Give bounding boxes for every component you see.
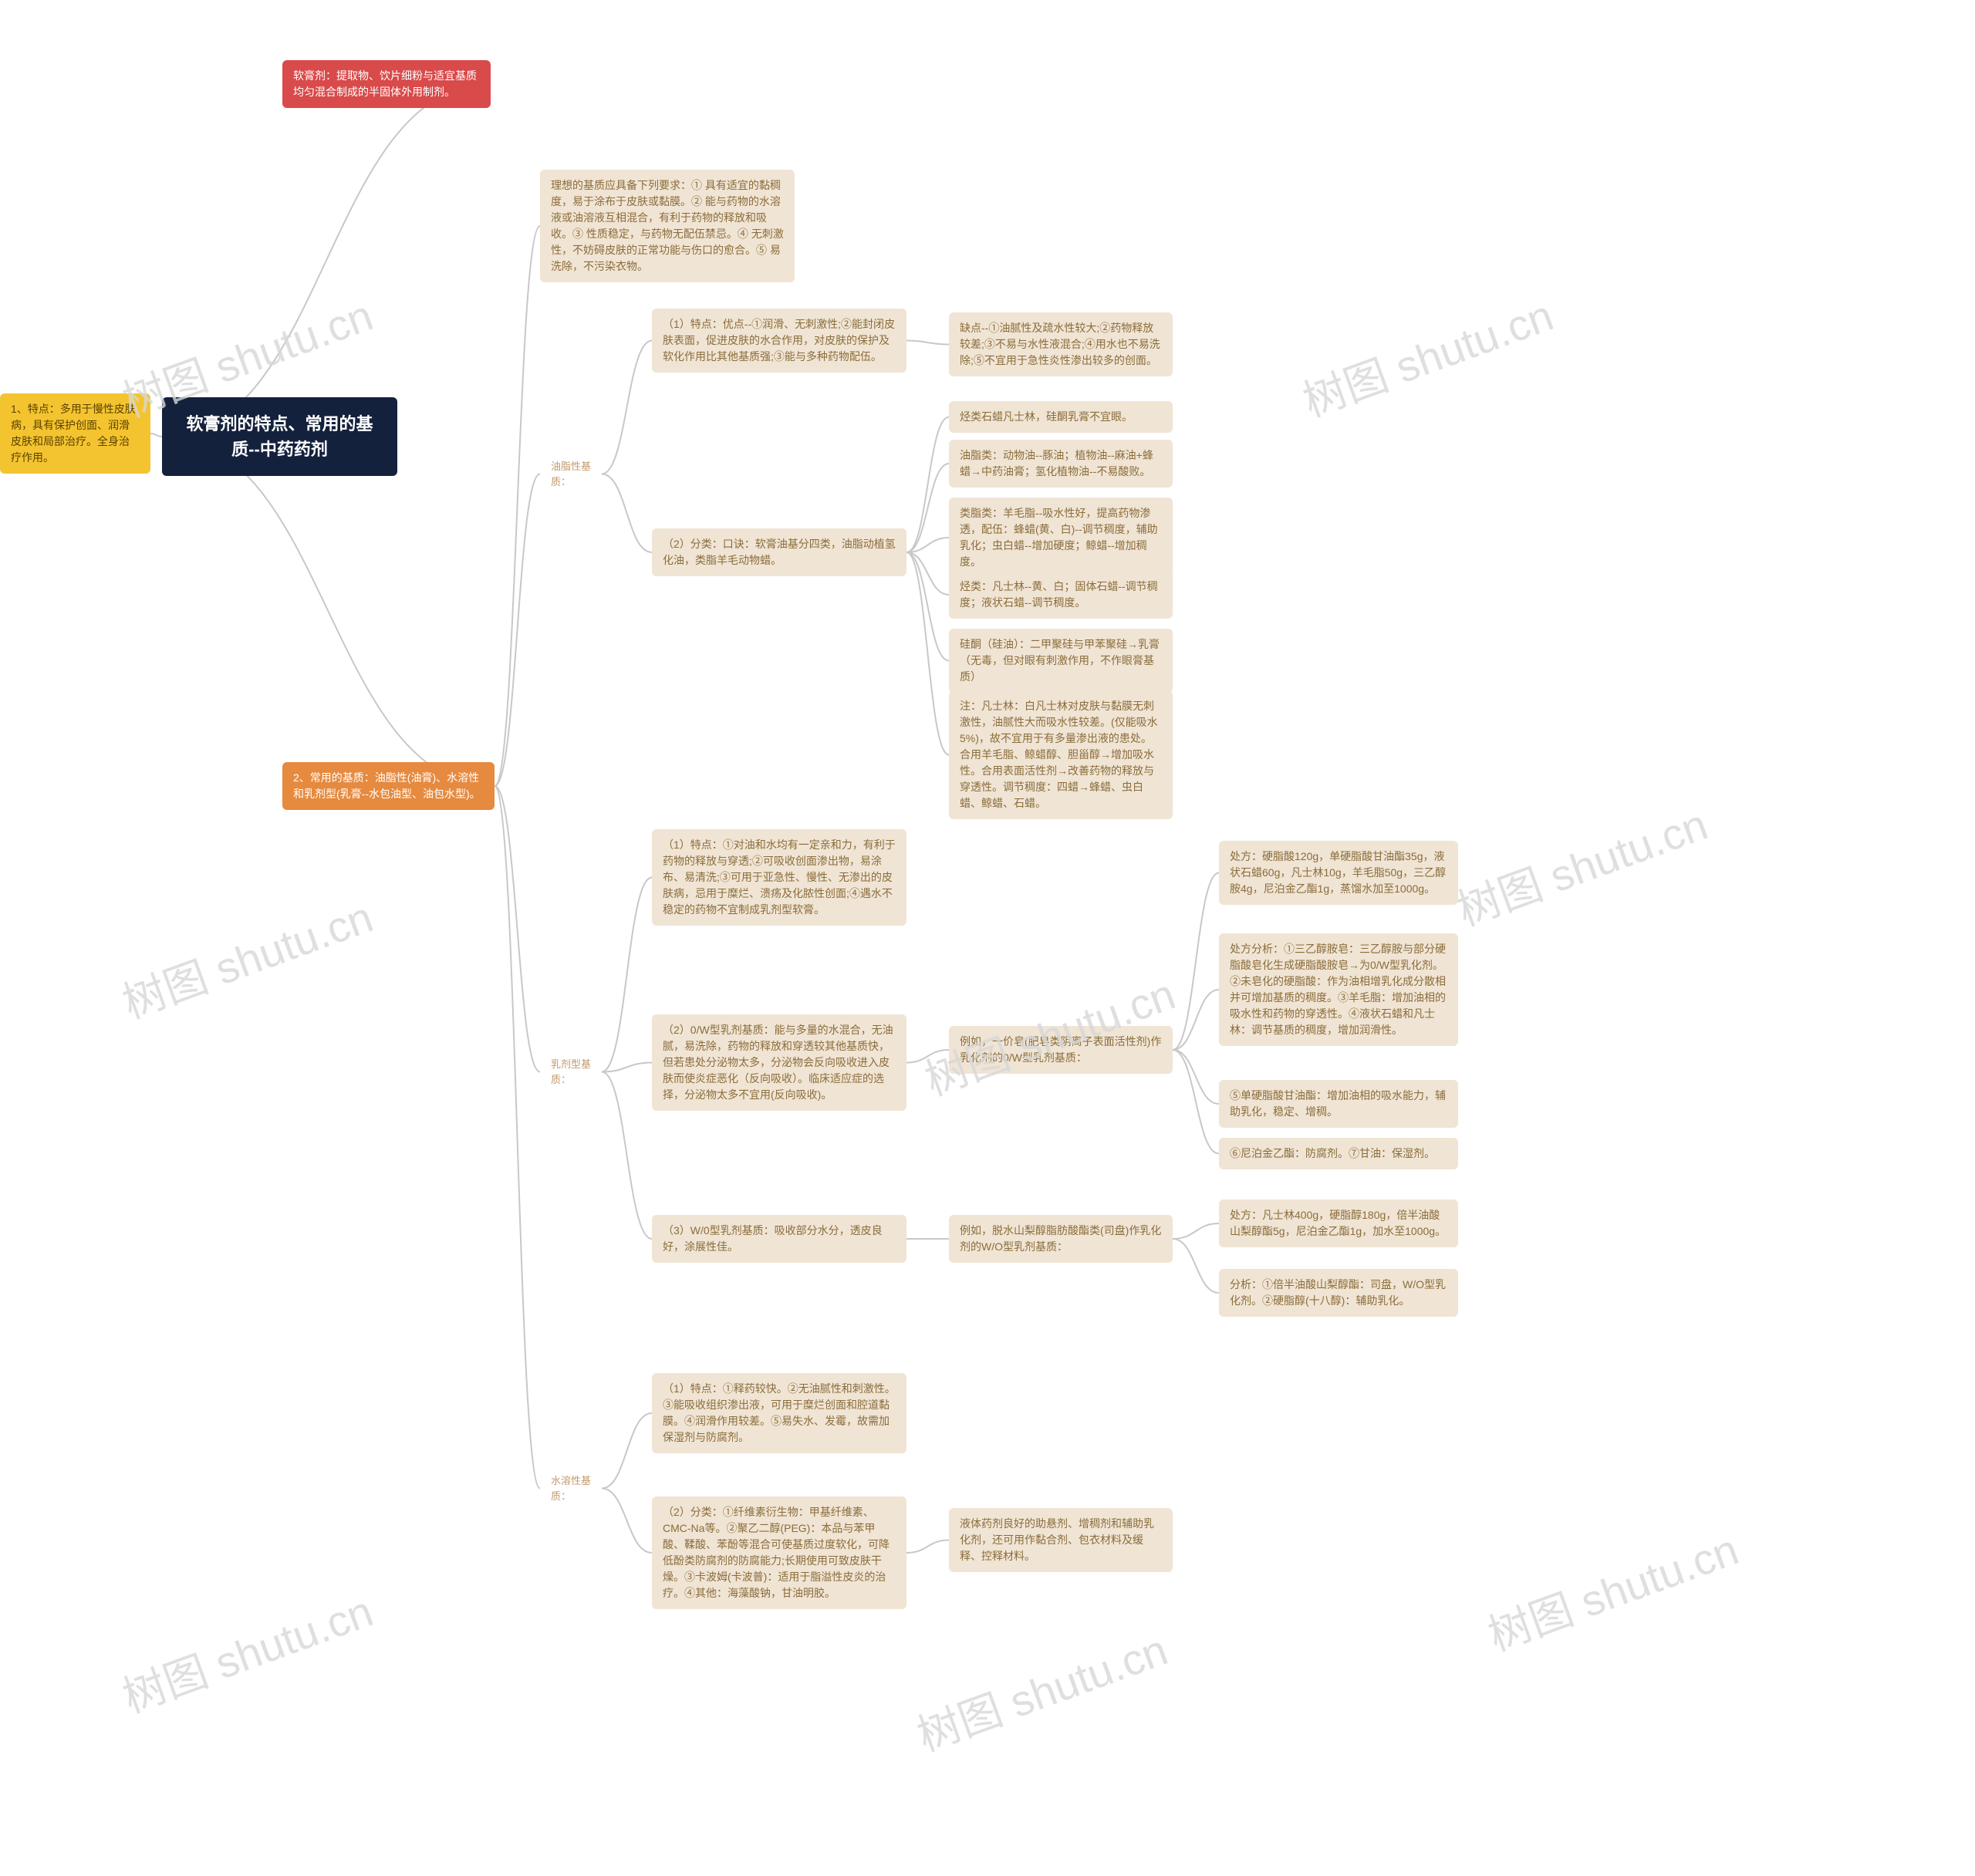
node-n2: 2、常用的基质：油脂性(油膏)、水溶性和乳剂型(乳膏--水包油型、油包水型)。 [282,762,495,810]
node-w1: （1）特点：①释药较快。②无油腻性和刺激性。③能吸收组织渗出液，可用于糜烂创面和… [652,1373,906,1453]
node-em2ex: 例如，一价皂(肥皂类阴离子表面活性剂)作乳化剂的0/W型乳剂基质： [949,1026,1173,1074]
edge-n2-ideal [495,226,540,786]
watermark: 树图 shutu.cn [1478,1515,1746,1663]
node-em3b: 分析：①倍半油酸山梨醇酯：司盘，W/O型乳化剂。②硬脂醇(十八醇)：辅助乳化。 [1219,1269,1458,1317]
edge-n2-lbl_oil [495,474,540,787]
node-w2a: 液体药剂良好的助悬剂、增稠剂和辅助乳化剂，还可用作黏合剂、包衣材料及缓释、控释材… [949,1508,1173,1572]
edge-em2ex-em2a [1173,873,1219,1051]
node-n1: 1、特点：多用于慢性皮肤病，具有保护创面、润滑皮肤和局部治疗。全身治疗作用。 [0,393,150,474]
edge-lbl_emul-em3 [602,1072,652,1240]
node-oil2b: 油脂类：动物油--豚油；植物油--麻油+蜂蜡→中药油膏；氢化植物油--不易酸败。 [949,440,1173,488]
node-oil1b: 缺点--①油腻性及疏水性较大;②药物释放较差;③不易与水性液混合;④用水也不易洗… [949,312,1173,376]
node-em3: （3）W/0型乳剂基质：吸收部分水分，透皮良好，涂展性佳。 [652,1215,906,1263]
edge-oil1-oil1b [906,341,949,345]
node-oil2e: 硅酮（硅油）：二甲聚硅与甲苯聚硅→乳膏（无毒，但对眼有刺激作用，不作眼膏基质） [949,629,1173,693]
node-em1: （1）特点：①对油和水均有一定亲和力，有利于药物的释放与穿透;②可吸收创面渗出物… [652,829,906,926]
edge-oil2-oil2a [906,417,949,553]
edge-em2-em2ex [906,1050,949,1063]
node-em2c: ⑤单硬脂酸甘油酯：增加油相的吸水能力，辅助乳化，稳定、增稠。 [1219,1080,1458,1128]
node-oil2c: 类脂类：羊毛脂--吸水性好，提高药物渗透，配伍：蜂蜡(黄、白)--调节稠度，辅助… [949,498,1173,578]
node-oil2: （2）分类：口诀：软膏油基分四类，油脂动植氢化油，类脂羊毛动物蜡。 [652,528,906,576]
node-oil1: （1）特点：优点--①润滑、无刺激性;②能封闭皮肤表面，促进皮肤的水合作用，对皮… [652,309,906,373]
edge-oil2-oil2d [906,552,949,595]
node-em3ex: 例如，脱水山梨醇脂肪酸酯类(司盘)作乳化剂的W/O型乳剂基质： [949,1215,1173,1263]
node-ideal: 理想的基质应具备下列要求：① 具有适宜的黏稠度，易于涂布于皮肤或黏膜。② 能与药… [540,170,795,282]
edge-em2ex-em2d [1173,1050,1219,1154]
node-oil2a: 烃类石蜡凡士林，硅酮乳膏不宜眼。 [949,401,1173,433]
edge-lbl_water-w2 [602,1489,652,1554]
watermark: 树图 shutu.cn [907,1615,1175,1763]
edge-root-n_def [162,84,491,437]
node-em3a: 处方：凡士林400g，硬脂醇180g，倍半油酸山梨醇酯5g，尼泊金乙酯1g，加水… [1219,1199,1458,1247]
edge-em3ex-em3b [1173,1239,1219,1293]
node-n_def: 软膏剂：提取物、饮片细粉与适宜基质均匀混合制成的半固体外用制剂。 [282,60,491,108]
watermark: 树图 shutu.cn [1447,790,1715,938]
edge-lbl_emul-em2 [602,1063,652,1072]
edge-lbl_emul-em1 [602,878,652,1072]
node-em2: （2）0/W型乳剂基质：能与多量的水混合，无油腻，易洗除，药物的释放和穿透较其他… [652,1014,906,1111]
edge-n1-root [150,434,162,437]
edge-oil2-oil2b [906,464,949,552]
edge-root-n2 [162,437,495,786]
edge-oil2-oil2e [906,552,949,661]
watermark: 树图 shutu.cn [113,882,380,1031]
node-w2: （2）分类：①纤维素衍生物：甲基纤维素、CMC-Na等。②聚乙二醇(PEG)：本… [652,1496,906,1609]
node-em2b: 处方分析：①三乙醇胺皂：三乙醇胺与部分硬脂酸皂化生成硬脂酸胺皂→为0/W型乳化剂… [1219,933,1458,1046]
edge-w2-w2a [906,1540,949,1554]
edge-lbl_oil-oil1 [602,341,652,474]
node-oil2f: 注：凡士林：白凡士林对皮肤与黏膜无刺激性，油腻性大而吸水性较差。(仅能吸水5%)… [949,690,1173,819]
edge-lbl_oil-oil2 [602,474,652,553]
node-root: 软膏剂的特点、常用的基质--中药药剂 [162,397,397,476]
edge-em2ex-em2b [1173,990,1219,1050]
node-oil2d: 烃类：凡士林--黄、白；固体石蜡--调节稠度；液状石蜡--调节稠度。 [949,571,1173,619]
node-lbl_emul: 乳剂型基质： [540,1049,602,1095]
edge-n2-lbl_water [495,786,540,1489]
edge-em3ex-em3a [1173,1223,1219,1239]
node-em2d: ⑥尼泊金乙酯：防腐剂。⑦甘油：保湿剂。 [1219,1138,1458,1169]
edge-oil2-oil2f [906,552,949,755]
edge-n2-lbl_emul [495,786,540,1072]
edge-oil2-oil2c [906,538,949,552]
node-em2a: 处方：硬脂酸120g，单硬脂酸甘油酯35g，液状石蜡60g，凡士林10g，羊毛脂… [1219,841,1458,905]
watermark: 树图 shutu.cn [113,1577,380,1725]
edge-lbl_water-w1 [602,1413,652,1489]
node-lbl_water: 水溶性基质： [540,1466,602,1511]
watermark: 树图 shutu.cn [1293,281,1561,429]
edge-em2ex-em2c [1173,1050,1219,1104]
node-lbl_oil: 油脂性基质： [540,451,602,497]
connector-layer [0,0,1975,1876]
